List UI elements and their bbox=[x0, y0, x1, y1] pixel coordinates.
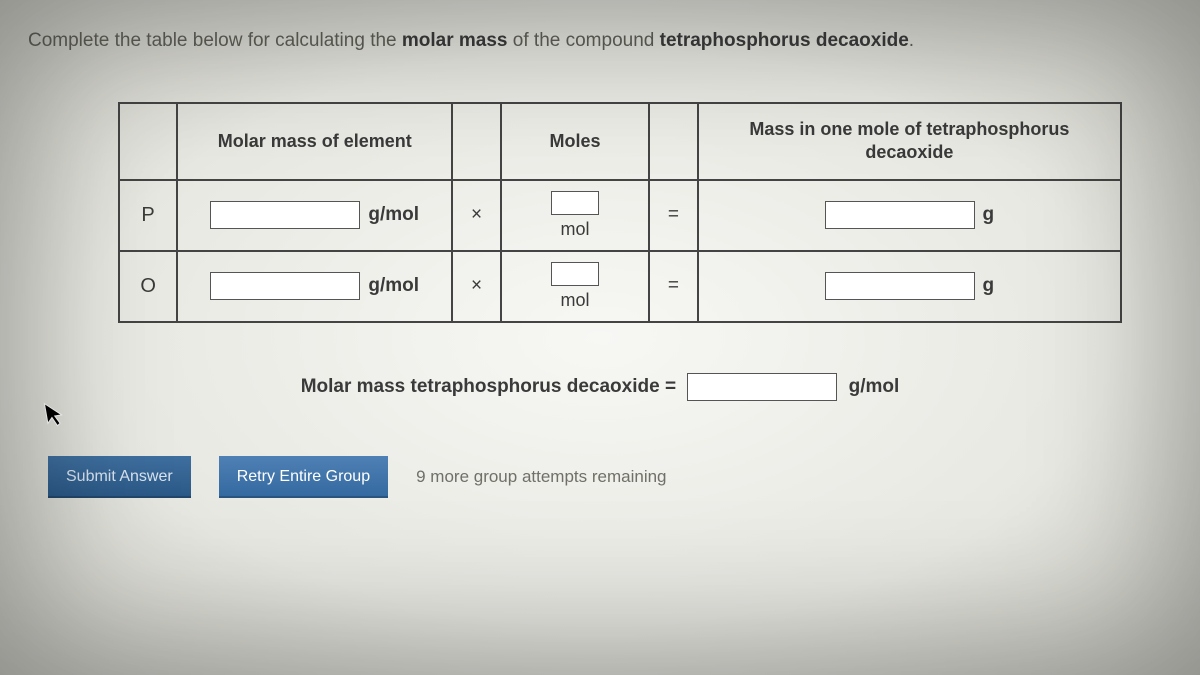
instr-mid: of the compound bbox=[508, 30, 660, 51]
header-mass: Mass in one mole of tetraphosphorus deca… bbox=[698, 103, 1121, 180]
header-molar-mass-text: Molar mass of element bbox=[188, 130, 441, 153]
molar-mass-input-p[interactable] bbox=[210, 201, 360, 229]
unit-mol: mol bbox=[560, 219, 589, 240]
instr-bold-1: molar mass bbox=[402, 30, 508, 51]
instr-suffix: . bbox=[909, 30, 914, 51]
instr-prefix: Complete the table below for calculating… bbox=[28, 30, 402, 51]
unit-gmol: g/mol bbox=[368, 275, 419, 297]
mass-input-p[interactable] bbox=[825, 201, 975, 229]
question-instruction: Complete the table below for calculating… bbox=[28, 30, 1172, 52]
mass-input-o[interactable] bbox=[825, 272, 975, 300]
equals-symbol: = bbox=[649, 251, 698, 322]
unit-g: g bbox=[983, 275, 995, 297]
moles-input-p[interactable] bbox=[551, 191, 599, 215]
retry-group-button[interactable]: Retry Entire Group bbox=[219, 456, 388, 498]
total-label: Molar mass tetraphosphorus decaoxide = bbox=[301, 376, 676, 397]
times-symbol: × bbox=[452, 180, 501, 251]
element-symbol: O bbox=[119, 251, 177, 322]
unit-mol: mol bbox=[560, 290, 589, 311]
moles-input-o[interactable] bbox=[551, 262, 599, 286]
header-op2-blank bbox=[649, 103, 698, 180]
total-molar-mass-row: Molar mass tetraphosphorus decaoxide = g… bbox=[28, 373, 1172, 401]
total-unit: g/mol bbox=[849, 376, 900, 397]
unit-gmol: g/mol bbox=[368, 204, 419, 226]
instr-bold-2: tetraphosphorus decaoxide bbox=[660, 30, 909, 51]
attempts-remaining-text: 9 more group attempts remaining bbox=[416, 467, 666, 487]
table-row: P g/mol × mol = bbox=[119, 180, 1121, 251]
total-molar-mass-input[interactable] bbox=[687, 373, 837, 401]
unit-g: g bbox=[983, 204, 995, 226]
equals-symbol: = bbox=[649, 180, 698, 251]
header-moles: Moles bbox=[501, 103, 649, 180]
times-symbol: × bbox=[452, 251, 501, 322]
table-row: O g/mol × mol = bbox=[119, 251, 1121, 322]
molar-mass-table: Molar mass of element Moles Mass in one … bbox=[118, 102, 1122, 323]
header-blank bbox=[119, 103, 177, 180]
molar-mass-input-o[interactable] bbox=[210, 272, 360, 300]
header-mass-text: Mass in one mole of tetraphosphorus deca… bbox=[709, 118, 1110, 165]
header-molar-mass: Molar mass of element bbox=[177, 103, 452, 180]
header-op1-blank bbox=[452, 103, 501, 180]
submit-answer-button[interactable]: Submit Answer bbox=[48, 456, 191, 498]
element-symbol: P bbox=[119, 180, 177, 251]
